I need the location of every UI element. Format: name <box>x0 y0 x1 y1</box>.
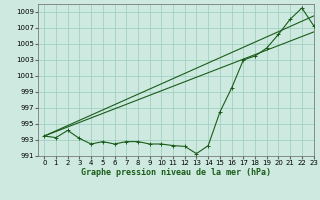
X-axis label: Graphe pression niveau de la mer (hPa): Graphe pression niveau de la mer (hPa) <box>81 168 271 177</box>
